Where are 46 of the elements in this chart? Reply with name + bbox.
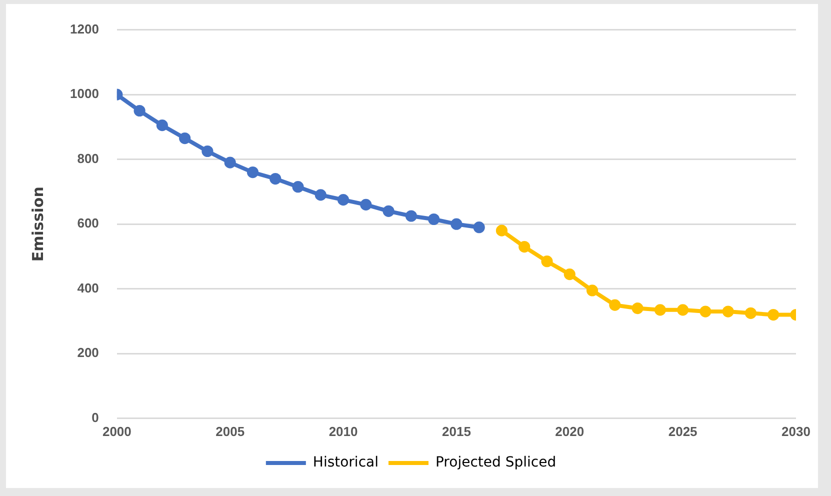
y-tick-label: 600 [77,216,99,231]
y-tick-label: 1000 [70,86,99,102]
y-tick-label: 200 [77,345,99,360]
point [405,210,417,222]
point [134,104,146,117]
point [179,132,191,144]
point [314,189,326,201]
y-tick-label: 800 [77,150,99,166]
point [677,304,689,316]
point [768,308,780,321]
y-tick-label: 400 [77,280,99,296]
point [473,222,485,234]
x-tick-label: 2000 [102,424,132,439]
point [450,218,462,230]
legend-label: Projected Spliced [435,454,556,471]
point [246,166,259,178]
point [496,224,508,236]
y-tick-label: 0 [92,410,99,425]
point [518,240,530,253]
point [541,256,553,268]
point [586,284,598,296]
point [382,205,394,217]
point [609,299,621,311]
point [744,307,757,319]
point [202,145,214,158]
point [722,306,734,318]
y-tick-label: 1200 [70,21,99,36]
point [428,213,440,226]
point [632,302,644,314]
x-tick-label: 2020 [555,424,584,439]
point [270,172,282,185]
point [337,194,350,206]
point [654,304,666,316]
point [360,198,372,210]
x-tick-label: 2015 [442,424,471,439]
legend-label: Historical [312,454,378,471]
y-axis-title: Emission [28,186,47,262]
point [564,268,576,280]
x-tick-label: 2010 [328,424,358,439]
point [292,181,304,193]
point [156,120,168,132]
point [700,306,712,318]
x-tick-label: 2005 [216,424,245,439]
x-tick-label: 2025 [668,424,698,439]
x-tick-label: 2030 [782,424,810,439]
point [224,156,236,168]
